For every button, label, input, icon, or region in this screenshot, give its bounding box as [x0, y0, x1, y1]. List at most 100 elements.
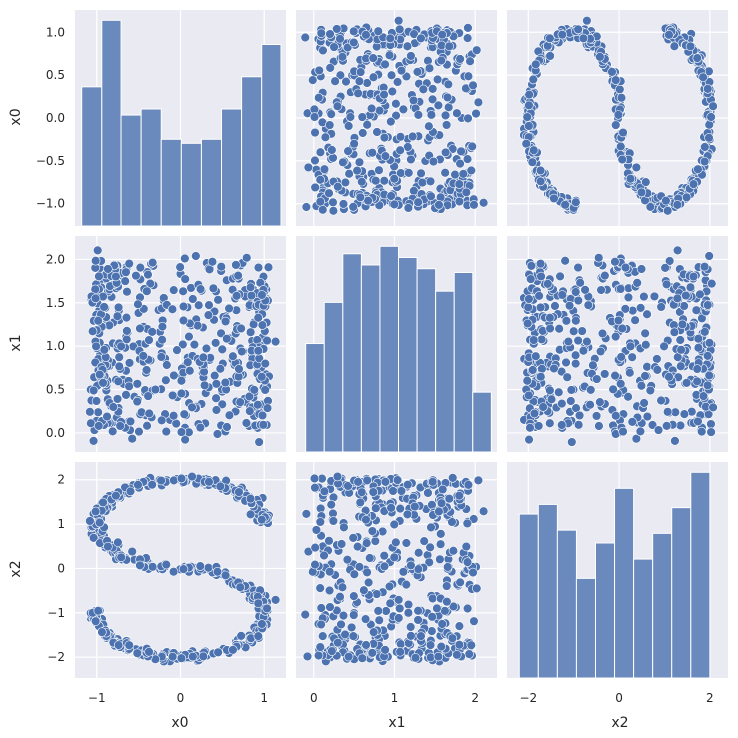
scatter-point: [616, 93, 627, 103]
scatter-point: [326, 109, 336, 119]
scatter-point: [112, 311, 123, 321]
scatter-point: [546, 394, 557, 404]
scatter-point: [104, 320, 115, 331]
scatter-point: [329, 42, 339, 52]
scatter-point: [301, 509, 312, 519]
scatter-point: [403, 203, 414, 213]
scatter-point: [373, 606, 383, 616]
scatter-point: [535, 165, 546, 176]
scatter-point: [90, 256, 101, 266]
scatter-point: [661, 421, 672, 431]
scatter-point: [636, 381, 647, 391]
scatter-point: [631, 162, 642, 173]
scatter-point: [367, 526, 378, 536]
scatter-point: [535, 176, 546, 187]
scatter-point: [395, 503, 405, 514]
scatter-point: [385, 598, 395, 609]
scatter-point: [642, 362, 652, 372]
x-tick-label: 1: [391, 691, 399, 705]
x-axis-label-x0: x0: [171, 715, 188, 731]
scatter-point: [669, 327, 680, 337]
scatter-point: [372, 127, 382, 137]
scatter-point: [98, 497, 108, 508]
scatter-point: [108, 402, 119, 412]
scatter-point: [627, 417, 638, 427]
scatter-point: [169, 370, 179, 381]
panels-layer: [75, 10, 728, 679]
scatter-point: [220, 377, 231, 388]
scatter-point: [309, 473, 320, 484]
scatter-point: [379, 550, 389, 561]
scatter-point: [215, 481, 226, 492]
scatter-point: [433, 651, 444, 662]
scatter-point: [704, 338, 715, 348]
scatter-point: [142, 421, 152, 431]
scatter-point: [222, 422, 232, 432]
scatter-point: [310, 182, 320, 193]
scatter-point: [253, 598, 263, 609]
scatter-point: [357, 112, 367, 122]
scatter-point: [384, 581, 395, 592]
scatter-point: [178, 301, 189, 312]
scatter-point: [631, 433, 642, 444]
scatter-point: [176, 388, 187, 399]
scatter-point: [157, 321, 168, 332]
scatter-point: [447, 633, 458, 643]
scatter-point: [549, 363, 559, 374]
y-tick-label: −2: [47, 650, 65, 664]
scatter-point: [135, 560, 145, 571]
scatter-point: [567, 437, 577, 447]
scatter-point: [536, 271, 546, 282]
scatter-point: [204, 300, 214, 310]
scatter-point: [524, 100, 534, 111]
scatter-point: [103, 264, 113, 274]
scatter-point: [522, 112, 532, 122]
x-tick-label: 1: [260, 691, 268, 705]
scatter-point: [571, 316, 581, 326]
x-tick-label: 0: [615, 691, 623, 705]
scatter-point: [573, 295, 584, 306]
scatter-point: [595, 346, 606, 357]
scatter-point: [700, 142, 710, 152]
scatter-point: [310, 542, 320, 553]
scatter-point: [191, 251, 201, 261]
scatter-point: [336, 619, 346, 630]
scatter-point: [418, 84, 429, 95]
scatter-point: [582, 336, 592, 347]
scatter-point: [98, 378, 108, 388]
scatter-point: [560, 256, 570, 266]
scatter-point: [379, 89, 389, 100]
scatter-point: [441, 120, 452, 130]
scatter-point: [404, 168, 414, 178]
x-axis-label-x2: x2: [611, 715, 628, 731]
scatter-point: [611, 120, 621, 130]
scatter-point: [379, 561, 390, 572]
scatter-point: [253, 262, 264, 273]
scatter-point: [564, 300, 575, 311]
scatter-point: [362, 567, 372, 578]
scatter-point: [325, 120, 335, 130]
scatter-point: [461, 541, 472, 552]
scatter-point: [135, 323, 145, 334]
scatter-point: [245, 509, 256, 520]
scatter-point: [675, 335, 685, 345]
scatter-point: [625, 174, 636, 184]
scatter-point: [121, 390, 131, 400]
scatter-point: [116, 341, 126, 352]
scatter-point: [406, 51, 416, 61]
scatter-point: [570, 350, 581, 360]
scatter-point: [97, 627, 107, 637]
scatter-point: [632, 278, 642, 288]
scatter-point: [398, 104, 409, 115]
scatter-point: [373, 26, 383, 36]
scatter-point: [260, 385, 270, 395]
scatter-point: [704, 133, 714, 143]
scatter-point: [353, 88, 363, 98]
scatter-point: [222, 333, 232, 344]
scatter-point: [157, 335, 167, 345]
scatter-point: [405, 622, 416, 632]
scatter-point: [436, 40, 447, 51]
scatter-point: [318, 631, 328, 641]
scatter-point: [358, 128, 368, 138]
